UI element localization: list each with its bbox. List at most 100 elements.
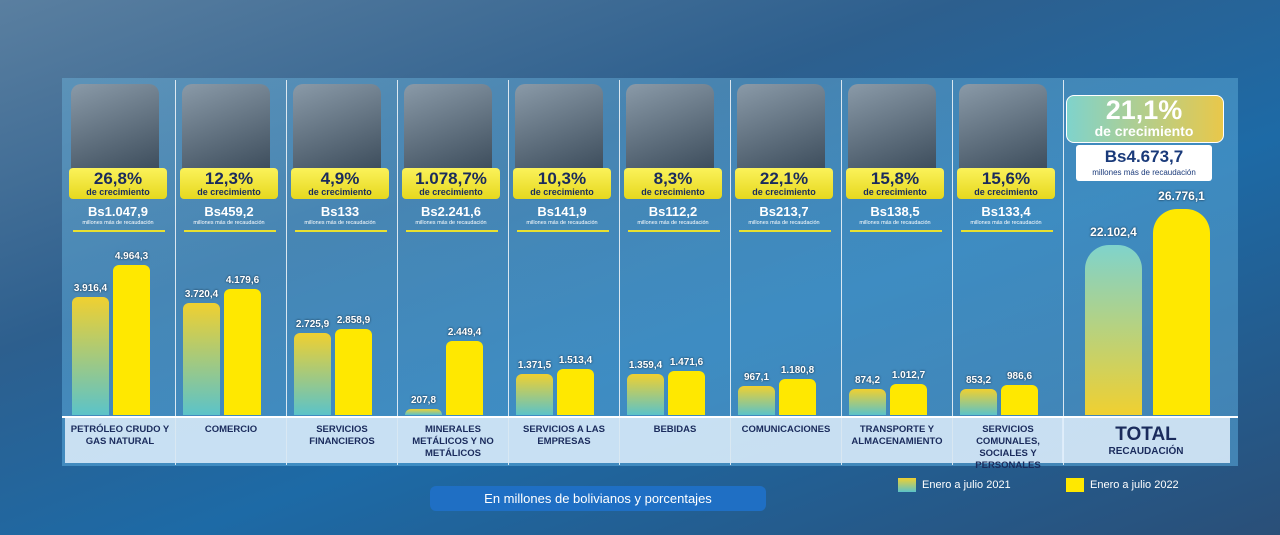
growth-percent: 15,6% [981, 169, 1031, 188]
divider [295, 230, 387, 232]
increase-caption: millones más de recaudación [415, 220, 487, 226]
increase-caption: millones más de recaudación [637, 220, 709, 226]
value-label: 1.180,8 [780, 365, 815, 377]
value-label: 874,2 [854, 374, 881, 386]
photo [404, 84, 492, 170]
bar [446, 340, 483, 415]
category-label: COMUNICACIONES [741, 424, 831, 435]
bar [224, 288, 261, 415]
growth-caption: de crecimiento [752, 187, 816, 197]
divider [517, 230, 609, 232]
total-value-label: 26.776,1 [1158, 189, 1205, 203]
photo [182, 84, 270, 170]
category-band [398, 418, 508, 463]
growth-box: 1.078,7% de crecimiento [402, 168, 500, 199]
category-band [620, 418, 730, 463]
growth-box: 4,9% de crecimiento [291, 168, 389, 199]
bar [72, 296, 109, 415]
growth-box: 8,3% de crecimiento [624, 168, 722, 199]
divider [739, 230, 831, 232]
growth-percent: 4,9% [320, 169, 360, 188]
bar [113, 265, 150, 415]
increase: Bs459,2 [204, 204, 254, 219]
total-title: TOTAL [1115, 424, 1177, 445]
increase: Bs138,5 [870, 204, 920, 219]
value-label: 4.964,3 [114, 251, 149, 262]
increase: Bs141,9 [537, 204, 587, 219]
total-value-label: 22.102,4 [1090, 224, 1137, 239]
category-label: MINERALES METÁLICOS Y NO METÁLICOS [412, 424, 494, 459]
category-band [65, 418, 175, 463]
value-label: 207,8 [410, 394, 437, 406]
bar [1001, 385, 1038, 415]
column [287, 80, 398, 465]
increase: Bs1.047,9 [88, 204, 148, 219]
category-band [509, 418, 619, 463]
increase-caption: millones más de recaudación [193, 220, 265, 226]
value-label: 853,2 [965, 375, 992, 387]
total-increase: Bs4.673,7 [1104, 147, 1184, 166]
increase: Bs133,4 [981, 204, 1031, 219]
bar [890, 384, 927, 415]
growth-percent: 12,3% [204, 169, 254, 188]
bar [668, 370, 705, 415]
divider [961, 230, 1053, 232]
growth-percent: 26,8% [93, 169, 143, 188]
divider [850, 230, 942, 232]
growth-box: 22,1% de crecimiento [735, 168, 833, 199]
growth-caption: de crecimiento [863, 187, 927, 197]
baseline [62, 416, 1238, 418]
growth-caption: de crecimiento [86, 187, 150, 197]
growth-caption: de crecimiento [308, 187, 372, 197]
value-label: 1.012,7 [891, 370, 926, 382]
growth-box: 26,8% de crecimiento [69, 168, 167, 199]
legend-label: Enero a julio 2022 [1090, 479, 1179, 491]
column [398, 80, 509, 465]
category-label: TRANSPORTE Y ALMACENAMIENTO [851, 424, 943, 447]
value-label: 1.513,4 [558, 355, 593, 367]
total-increase-caption: millones más de recaudación [1092, 168, 1196, 177]
total-band [1062, 418, 1230, 463]
increase-caption: millones más de recaudación [859, 220, 931, 226]
value-label: 4.179,6 [225, 274, 260, 286]
divider [406, 230, 498, 232]
bar [516, 373, 553, 415]
column [65, 80, 176, 465]
photo [71, 84, 159, 170]
total-growth-caption: de crecimiento [1094, 123, 1194, 139]
growth-caption: de crecimiento [641, 187, 705, 197]
column [953, 80, 1064, 465]
column [509, 80, 620, 465]
photo [737, 84, 825, 170]
growth-box: 12,3% de crecimiento [180, 168, 278, 199]
bar [849, 388, 886, 415]
category-label: PETRÓLEO CRUDO Y GAS NATURAL [70, 424, 170, 447]
total-subtitle: RECAUDACIÓN [1108, 446, 1184, 457]
note-pill: En millones de bolivianos y porcentajes [430, 486, 766, 511]
column [176, 80, 287, 465]
bar [779, 379, 816, 415]
category-label: COMERCIO [204, 424, 258, 435]
photo [959, 84, 1047, 170]
value-label: 2.449,4 [447, 326, 482, 338]
growth-percent: 10,3% [537, 169, 587, 188]
legend-swatch [1066, 478, 1084, 492]
category-band [842, 418, 952, 463]
column [842, 80, 953, 465]
bar [183, 302, 220, 415]
growth-caption: de crecimiento [974, 187, 1038, 197]
column [731, 80, 842, 465]
bar [627, 373, 664, 415]
increase-caption: millones más de recaudación [526, 220, 598, 226]
growth-percent: 22,1% [759, 169, 809, 188]
growth-percent: 15,8% [870, 169, 920, 188]
increase-caption: millones más de recaudación [970, 220, 1042, 226]
increase-caption: millones más de recaudación [82, 220, 154, 226]
increase-caption: millones más de recaudación [748, 220, 820, 226]
growth-percent: 8,3% [653, 169, 693, 188]
total-growth-box [1066, 95, 1224, 143]
value-label: 986,6 [1006, 371, 1033, 383]
growth-caption: de crecimiento [530, 187, 594, 197]
category-band [731, 418, 841, 463]
